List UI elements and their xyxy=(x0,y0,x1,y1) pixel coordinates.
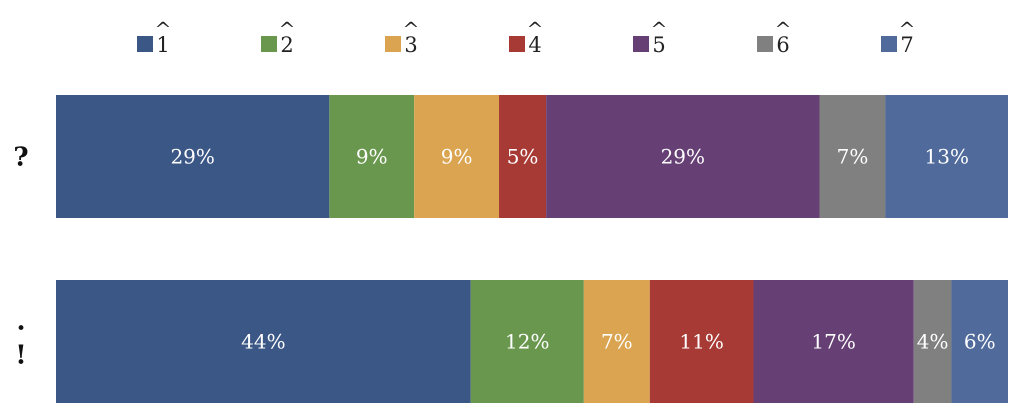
bar-rect xyxy=(885,95,1008,218)
bar-rect xyxy=(499,95,547,218)
legend-label: 1 xyxy=(156,33,169,57)
data-label: 5% xyxy=(507,145,539,169)
bar-segment: 17% xyxy=(753,280,914,403)
bar-rect xyxy=(56,280,471,403)
data-label: 29% xyxy=(170,145,214,169)
bar-rect xyxy=(913,280,952,403)
legend-label: 3 xyxy=(404,33,417,57)
bar-rect xyxy=(329,95,415,218)
legend-swatch xyxy=(385,36,401,52)
row-label-text: . xyxy=(16,307,25,337)
data-label: 11% xyxy=(679,330,723,354)
bar-segment: 13% xyxy=(885,95,1008,218)
legend-label: 5 xyxy=(652,33,665,57)
bar-rect xyxy=(56,95,330,218)
bar-segment: 9% xyxy=(329,95,415,218)
legend-item: ^7 xyxy=(881,17,915,57)
bar-segment: 4% xyxy=(913,280,952,403)
legend-item: ^4 xyxy=(509,17,543,57)
bars: 29% 9% 9% 5% 29% 7% 13% 44% 12% 7% 11% 17% 4% 6% xyxy=(56,95,1008,403)
bar-segment: 6% xyxy=(951,280,1008,403)
bar-segment: 7% xyxy=(819,95,886,218)
data-label: 13% xyxy=(925,145,969,169)
data-label: 7% xyxy=(601,330,633,354)
legend-label: 4 xyxy=(528,33,541,57)
data-label: 44% xyxy=(241,330,285,354)
legend-label: 7 xyxy=(900,33,913,57)
legend-hat: ^ xyxy=(651,17,668,41)
bar-segment: 11% xyxy=(649,280,754,403)
legend-label: 6 xyxy=(776,33,789,57)
legend-hat: ^ xyxy=(527,17,544,41)
legend-hat: ^ xyxy=(899,17,916,41)
data-label: 7% xyxy=(837,145,869,169)
legend-hat: ^ xyxy=(775,17,792,41)
bar-segment: 29% xyxy=(56,95,330,218)
bar-rect xyxy=(819,95,886,218)
legend-swatch xyxy=(261,36,277,52)
legend-item: ^2 xyxy=(261,17,295,57)
row-label: .! xyxy=(15,307,26,371)
data-label: 29% xyxy=(661,145,705,169)
legend-swatch xyxy=(509,36,525,52)
legend-hat: ^ xyxy=(403,17,420,41)
bar-rect xyxy=(470,280,584,403)
bar-segment: 12% xyxy=(470,280,584,403)
row-labels: ?.! xyxy=(13,143,28,371)
bar-rect xyxy=(649,280,754,403)
bar-rect xyxy=(951,280,1008,403)
bar-rect xyxy=(753,280,914,403)
data-label: 9% xyxy=(441,145,473,169)
legend-item: ^5 xyxy=(633,17,667,57)
row-label-text: ? xyxy=(13,143,28,173)
data-label: 9% xyxy=(356,145,388,169)
legend-item: ^6 xyxy=(757,17,791,57)
legend: ^1^2^3^4^5^6^7 xyxy=(137,17,915,57)
legend-swatch xyxy=(633,36,649,52)
legend-hat: ^ xyxy=(155,17,172,41)
legend-item: ^1 xyxy=(137,17,171,57)
row-label: ? xyxy=(13,143,28,173)
bar-segment: 9% xyxy=(414,95,500,218)
bar-segment: 5% xyxy=(499,95,547,218)
legend-swatch xyxy=(881,36,897,52)
data-label: 12% xyxy=(505,330,549,354)
bar-segment: 44% xyxy=(56,280,471,403)
legend-hat: ^ xyxy=(279,17,296,41)
data-label: 6% xyxy=(964,330,996,354)
bar-rect xyxy=(414,95,500,218)
legend-label: 2 xyxy=(280,33,293,57)
bar-rect xyxy=(583,280,650,403)
legend-swatch xyxy=(757,36,773,52)
legend-item: ^3 xyxy=(385,17,419,57)
legend-swatch xyxy=(137,36,153,52)
bar-segment: 29% xyxy=(546,95,820,218)
row-label-text: ! xyxy=(15,341,26,371)
data-label: 17% xyxy=(811,330,855,354)
bar-segment: 7% xyxy=(583,280,650,403)
bar-rect xyxy=(546,95,820,218)
data-label: 4% xyxy=(917,330,949,354)
